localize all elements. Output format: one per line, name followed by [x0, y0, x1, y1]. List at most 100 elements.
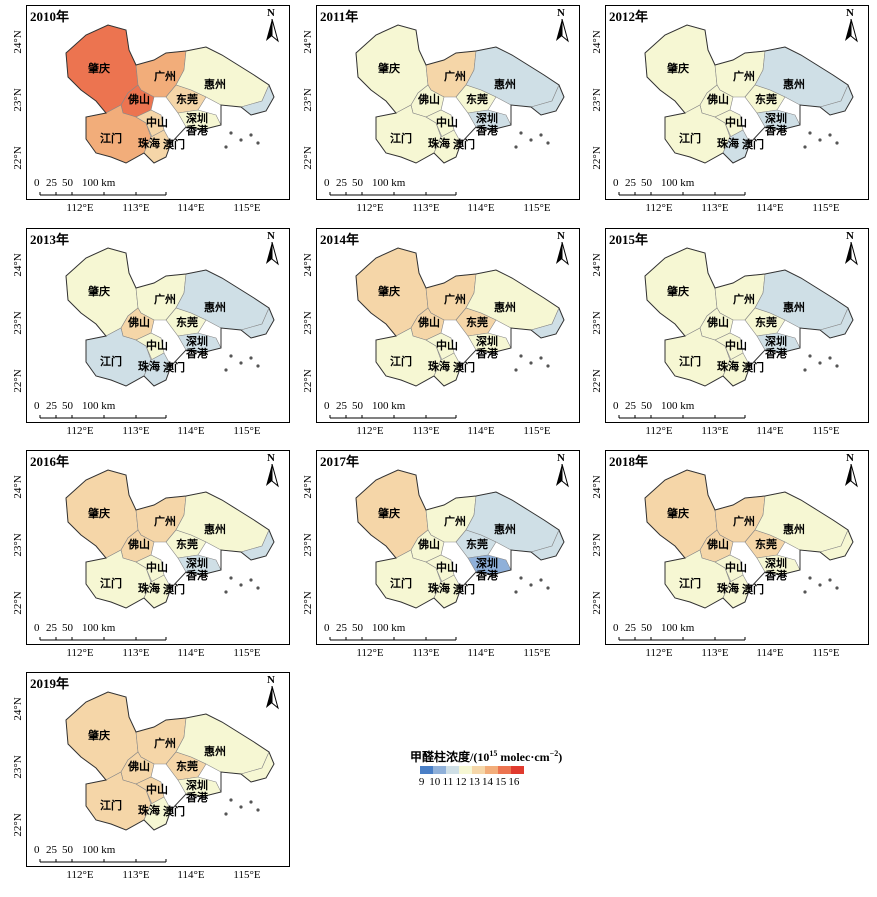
north-letter: N: [267, 230, 275, 242]
city-label: 惠州: [204, 79, 226, 91]
city-label: 江门: [679, 356, 701, 368]
legend-value: 11: [442, 776, 454, 788]
city-label: 香港: [476, 348, 498, 360]
city-label: 广州: [154, 71, 176, 83]
lon-tick-label: 112°E: [645, 647, 673, 659]
north-letter: N: [846, 452, 854, 464]
island: [835, 141, 839, 145]
legend-swatch: [485, 766, 498, 774]
lat-tick-label: 22°N: [302, 591, 314, 615]
island: [239, 138, 243, 142]
city-label: 惠州: [783, 524, 805, 536]
island: [256, 808, 260, 812]
scale-bar-label: 100 km: [661, 400, 695, 412]
lon-tick-label: 114°E: [177, 202, 205, 214]
lat-tick-label: 22°N: [12, 369, 24, 393]
island: [256, 141, 260, 145]
scale-bar-label: 100 km: [82, 844, 116, 856]
year-label: 2015年: [609, 232, 649, 247]
city-label: 深圳: [186, 336, 208, 348]
scale-bar-label: 100 km: [372, 400, 406, 412]
year-label: 2016年: [30, 454, 70, 469]
scale-bar-graphic: [39, 415, 167, 419]
scale-bar-label: 25: [46, 400, 57, 412]
map-svg: [618, 24, 854, 196]
lon-tick-label: 112°E: [66, 202, 94, 214]
island: [249, 356, 253, 360]
region-outline: [65, 469, 275, 609]
lon-tick-label: 113°E: [412, 425, 440, 437]
city-label: 东莞: [755, 539, 777, 551]
city-label: 广州: [733, 294, 755, 306]
city-label: 佛山: [418, 317, 440, 329]
scale-bar-label: 100 km: [661, 622, 695, 634]
north-arrow-icon: [266, 686, 279, 710]
city-label: 惠州: [494, 302, 516, 314]
city-label: 澳门: [742, 139, 764, 151]
scale-bar-graphic: [329, 415, 457, 419]
city-label: 澳门: [453, 362, 475, 374]
city-label: 珠海: [717, 583, 739, 595]
island: [514, 368, 518, 372]
lon-tick-label: 114°E: [756, 647, 784, 659]
city-label: 肇庆: [88, 508, 110, 520]
island: [808, 131, 812, 135]
north-arrow-icon: [266, 464, 279, 488]
scale-bar-label: 100 km: [661, 177, 695, 189]
city-label: 佛山: [707, 317, 729, 329]
lat-tick-label: 24°N: [12, 30, 24, 54]
lat-tick-label: 22°N: [591, 369, 603, 393]
lon-tick-label: 113°E: [122, 425, 150, 437]
scale-bar-label: 50: [62, 400, 73, 412]
city-label: 惠州: [783, 79, 805, 91]
scale-bar-label: 25: [336, 177, 347, 189]
lon-tick-label: 115°E: [523, 202, 551, 214]
lon-tick-label: 113°E: [701, 647, 729, 659]
lon-tick-label: 112°E: [66, 425, 94, 437]
north-arrow-icon: [556, 242, 569, 266]
lat-tick-label: 23°N: [302, 88, 314, 112]
lat-tick-label: 24°N: [591, 475, 603, 499]
scale-bar-label: 50: [62, 622, 73, 634]
lon-tick-label: 114°E: [177, 425, 205, 437]
city-label: 东莞: [755, 94, 777, 106]
island: [224, 812, 228, 816]
map-svg: [39, 469, 275, 641]
legend-value: 13: [468, 776, 480, 788]
island: [546, 364, 550, 368]
region-outline: [355, 247, 565, 387]
city-label: 江门: [390, 578, 412, 590]
city-label: 香港: [186, 570, 208, 582]
lat-tick-label: 22°N: [12, 591, 24, 615]
legend-value: 15: [495, 776, 507, 788]
year-label: 2013年: [30, 232, 70, 247]
legend-swatch: [498, 766, 511, 774]
lon-tick-label: 114°E: [467, 425, 495, 437]
island: [539, 578, 543, 582]
scale-bar-label: 50: [352, 622, 363, 634]
scale-bar-graphic: [39, 192, 167, 196]
city-label: 东莞: [176, 539, 198, 551]
city-label: 肇庆: [667, 286, 689, 298]
city-label: 澳门: [163, 806, 185, 818]
island: [239, 583, 243, 587]
lat-tick-label: 23°N: [12, 533, 24, 557]
map-svg: [329, 24, 565, 196]
north-arrow: N: [841, 452, 861, 488]
city-label: 香港: [765, 125, 787, 137]
city-label: 肇庆: [88, 286, 110, 298]
lat-tick-label: 24°N: [302, 475, 314, 499]
colorbar-legend: 甲醛柱浓度/(1015 molec·cm−2) 9 10 11 12 13 14 15 16: [410, 748, 590, 788]
city-label: 深圳: [765, 558, 787, 570]
city-label: 广州: [444, 71, 466, 83]
city-label: 珠海: [428, 361, 450, 373]
legend-labels: 9 10 11 12 13 14 15 16: [415, 776, 521, 788]
lat-tick-label: 22°N: [302, 146, 314, 170]
north-letter: N: [557, 452, 565, 464]
legend-swatch: [433, 766, 446, 774]
island: [835, 586, 839, 590]
city-label: 江门: [390, 356, 412, 368]
year-label: 2017年: [320, 454, 360, 469]
city-label: 香港: [186, 792, 208, 804]
city-label: 珠海: [138, 361, 160, 373]
